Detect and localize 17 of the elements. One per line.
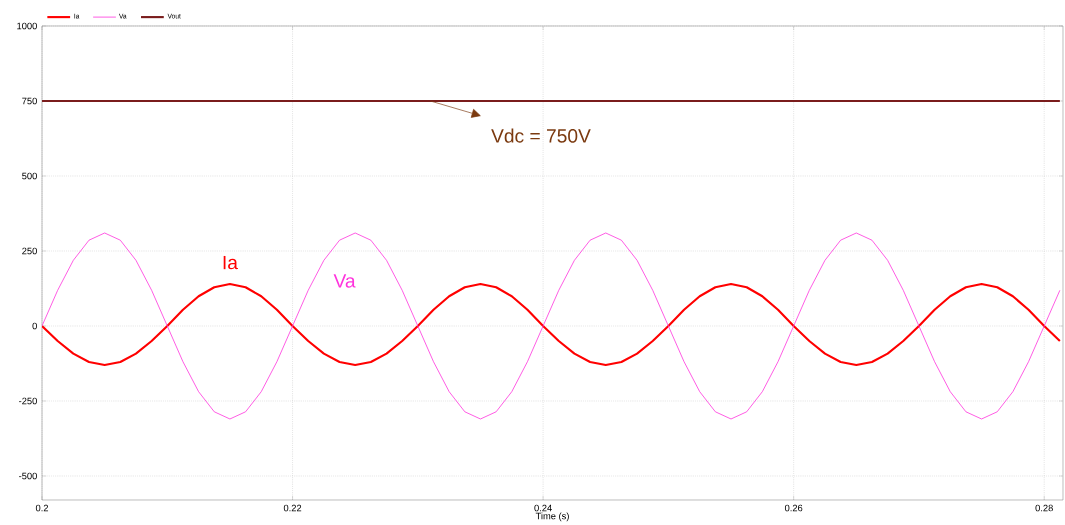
annotation: Vdc = 750V xyxy=(491,128,591,143)
x-tick-label: 0.28 xyxy=(1035,504,1053,512)
y-tick-label: 1000 xyxy=(17,22,37,30)
text: Ia xyxy=(223,255,238,270)
x-tick-label: 0.24 xyxy=(534,504,552,512)
y-tick-label: 250 xyxy=(22,247,37,255)
y-tick-label: -500 xyxy=(19,472,37,480)
y-tick-label: 500 xyxy=(22,172,37,180)
x-tick-label: 0.2 xyxy=(35,504,49,512)
text: Va xyxy=(333,274,356,288)
x-tick-label: 0.22 xyxy=(283,504,302,512)
line-series xyxy=(42,232,1061,420)
x-axis-title: Time (s) xyxy=(535,512,569,522)
x-tick-label: 0.26 xyxy=(784,504,803,512)
y-tick-label: 0 xyxy=(32,322,37,330)
y-tick-label: -250 xyxy=(19,397,37,405)
y-tick-label: 750 xyxy=(22,97,37,105)
